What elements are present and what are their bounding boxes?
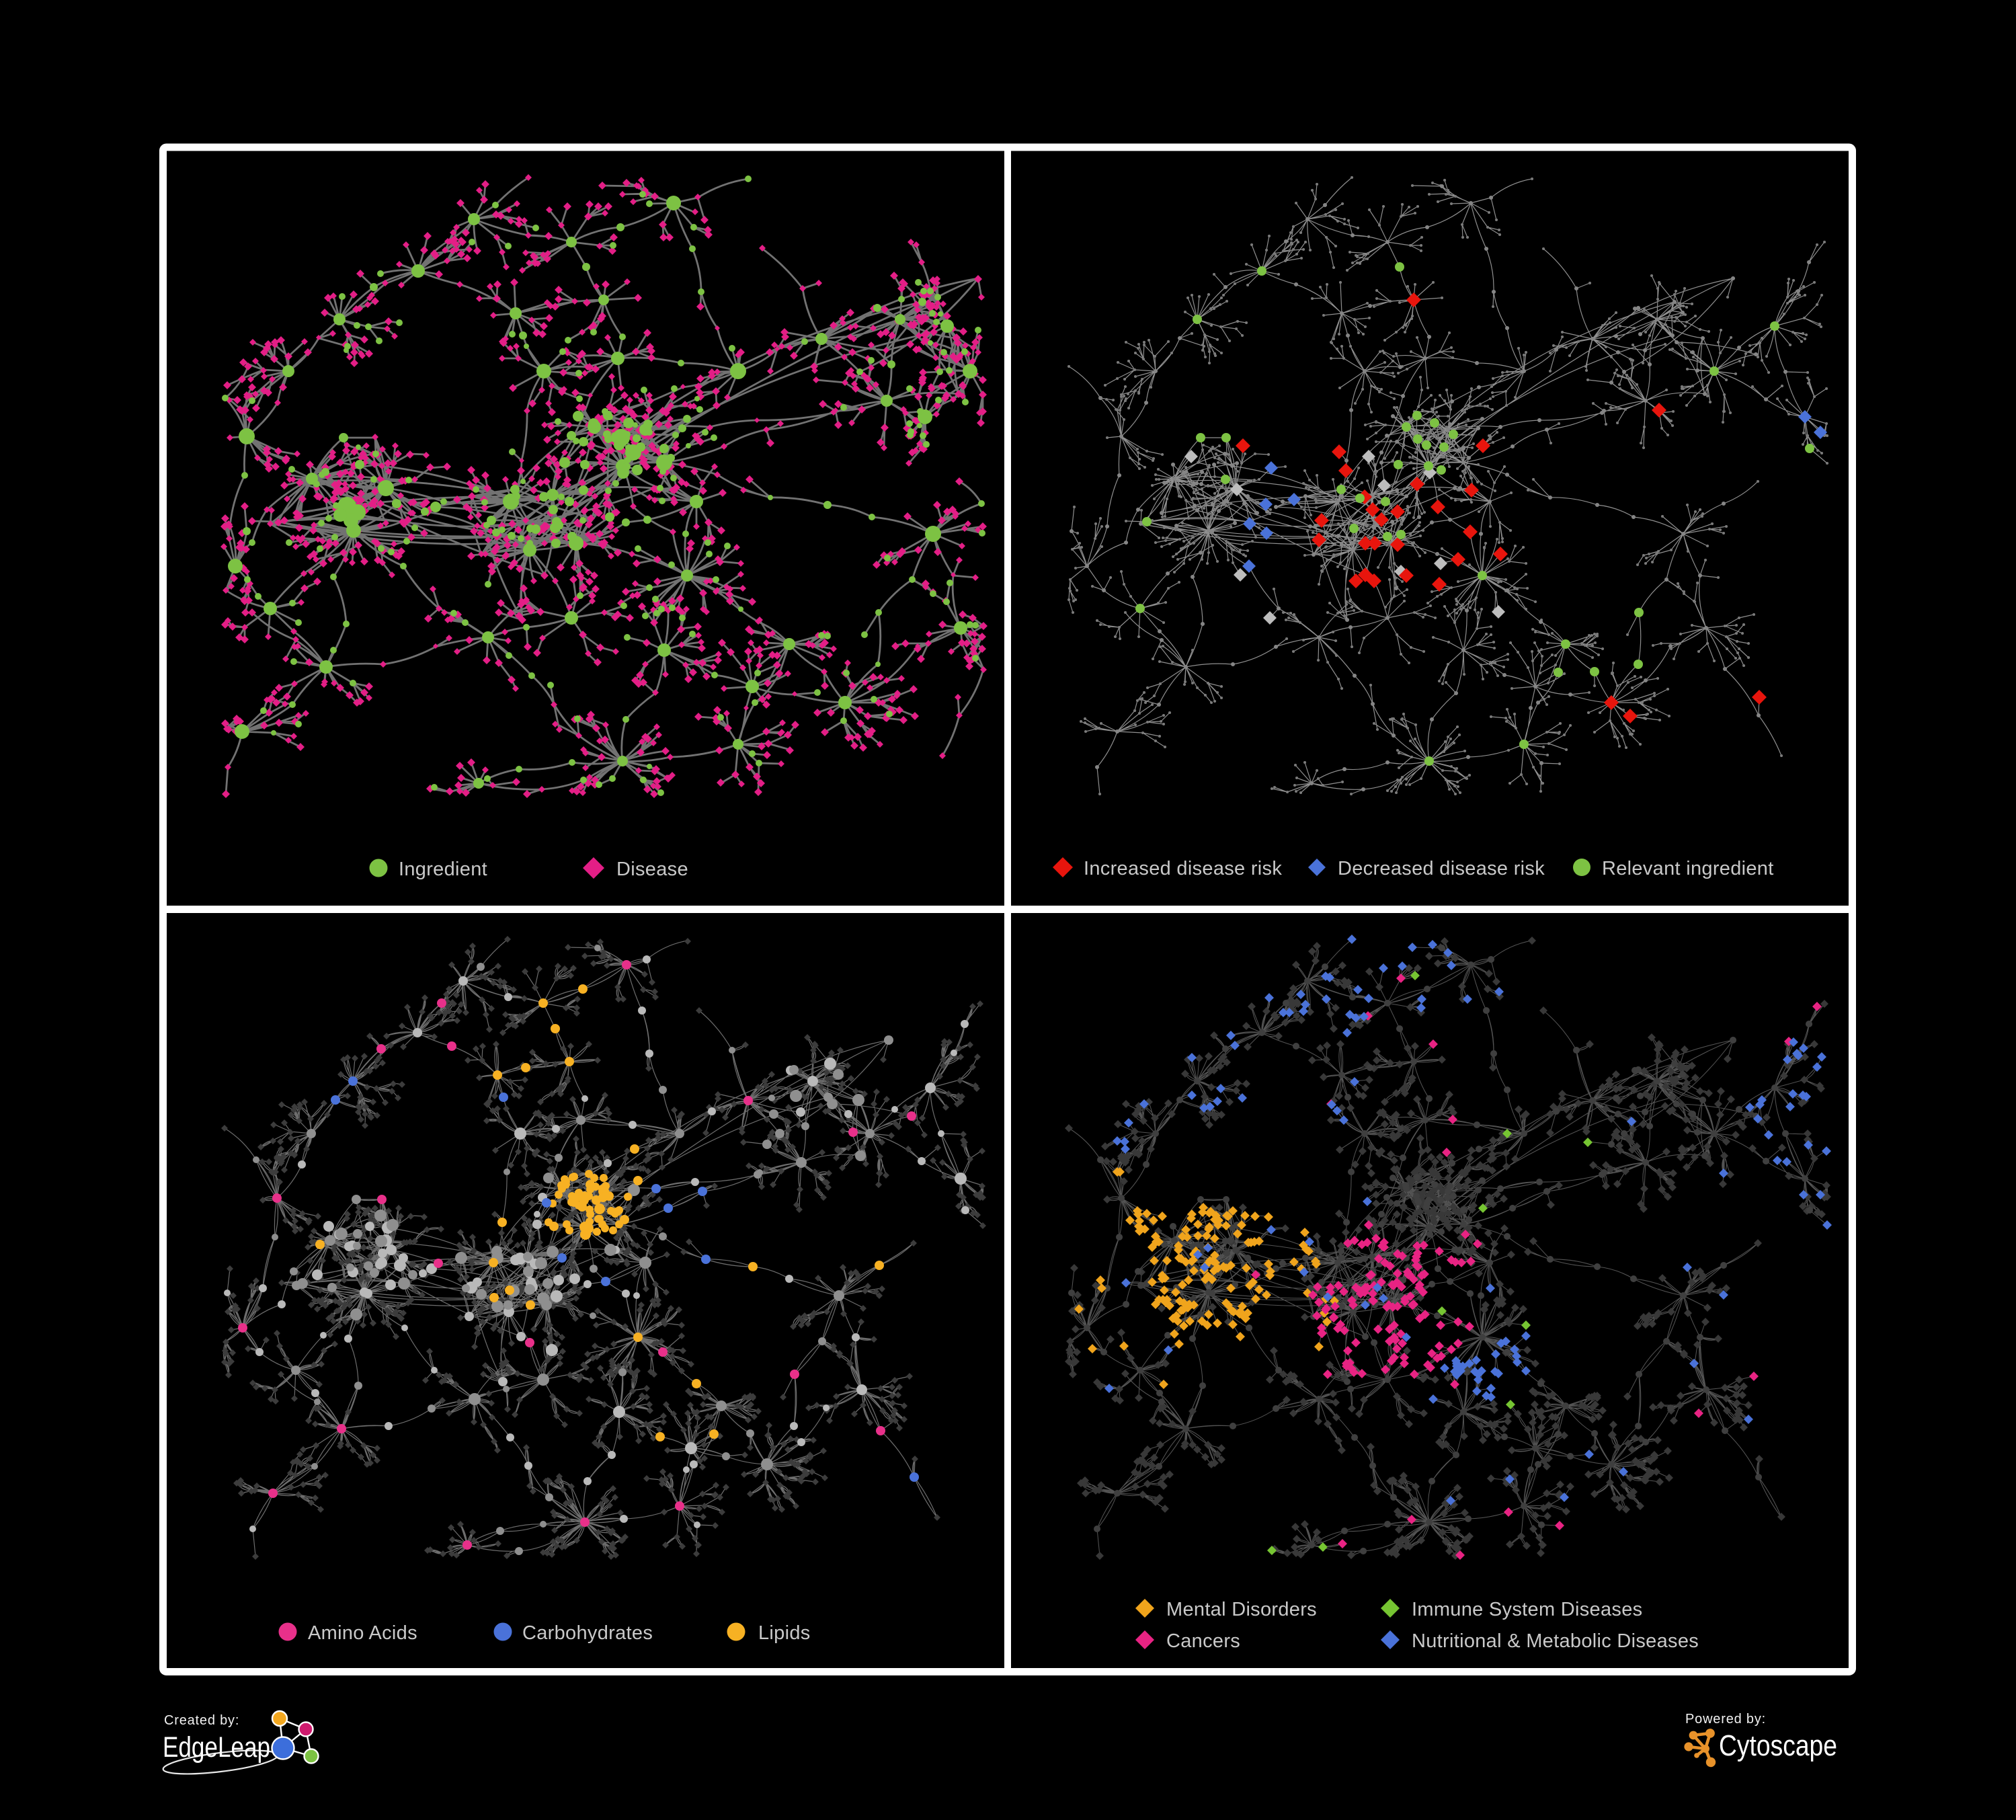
svg-text:Disease: Disease bbox=[616, 859, 688, 880]
svg-text:Relevant ingredient: Relevant ingredient bbox=[1602, 858, 1774, 879]
svg-text:Ingredient: Ingredient bbox=[399, 859, 487, 880]
svg-text:Cancers: Cancers bbox=[1166, 1630, 1240, 1652]
svg-text:Lipids: Lipids bbox=[758, 1622, 811, 1644]
svg-text:EdgeLeap: EdgeLeap bbox=[163, 1731, 270, 1764]
svg-text:Carbohydrates: Carbohydrates bbox=[522, 1622, 653, 1644]
svg-text:Nutritional & Metabolic Diseas: Nutritional & Metabolic Diseases bbox=[1412, 1630, 1699, 1652]
svg-text:Mental Disorders: Mental Disorders bbox=[1166, 1599, 1317, 1620]
svg-text:Immune System Diseases: Immune System Diseases bbox=[1412, 1599, 1642, 1620]
svg-text:Cytoscape: Cytoscape bbox=[1719, 1729, 1837, 1762]
svg-text:Created by:: Created by: bbox=[164, 1713, 239, 1728]
svg-text:Decreased disease risk: Decreased disease risk bbox=[1338, 858, 1545, 879]
svg-text:Powered by:: Powered by: bbox=[1685, 1712, 1766, 1727]
svg-text:Amino Acids: Amino Acids bbox=[308, 1622, 417, 1644]
svg-text:Increased disease risk: Increased disease risk bbox=[1084, 858, 1282, 879]
